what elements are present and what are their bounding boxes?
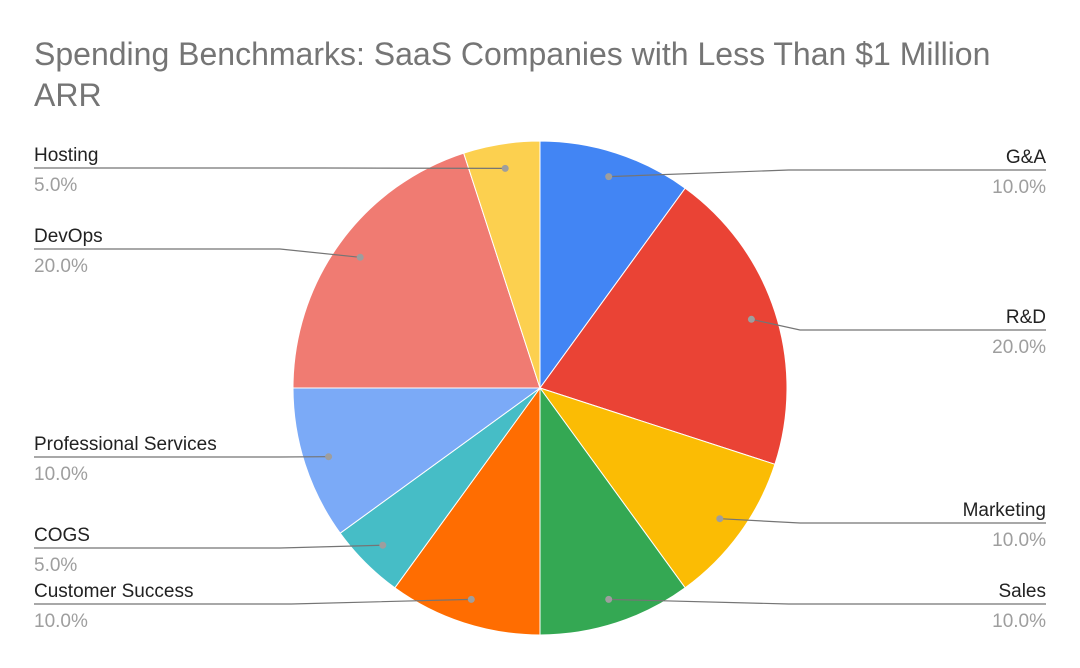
slice-label-devops: DevOps <box>34 226 103 247</box>
slice-value-marketing: 10.0% <box>992 530 1046 551</box>
pie-slice-sales <box>539 386 686 636</box>
slice-label-cogs: COGS <box>34 525 90 546</box>
leader-dot-r-d <box>747 315 755 323</box>
leader-dot-g-a <box>605 173 613 181</box>
slice-value-hosting: 5.0% <box>34 175 77 196</box>
leader-line-sales <box>608 598 1046 605</box>
pie-slice-professional-services <box>292 387 542 534</box>
slice-value-sales: 10.0% <box>992 611 1046 632</box>
slice-label-customer-success: Customer Success <box>34 581 193 602</box>
slice-value-professional-services: 10.0% <box>34 464 88 485</box>
leader-line-r-d <box>751 318 1046 331</box>
slice-value-cogs: 5.0% <box>34 555 77 576</box>
pie-slices <box>292 140 788 636</box>
leader-lines <box>34 164 1046 605</box>
leader-dot-cogs <box>379 541 387 549</box>
leader-line-g-a <box>608 169 1046 178</box>
slice-label-professional-services: Professional Services <box>34 434 217 455</box>
slice-value-g-a: 10.0% <box>992 177 1046 198</box>
leader-dot-customer-success <box>467 595 475 603</box>
slice-labels: G&A 10.0% R&D 20.0% Marketing 10.0% Sales 10.0%… <box>34 145 1046 632</box>
slice-value-devops: 20.0% <box>34 256 88 277</box>
leader-dot-devops <box>356 253 364 261</box>
slice-label-hosting: Hosting <box>34 145 98 166</box>
slice-value-r-d: 20.0% <box>992 337 1046 358</box>
pie-slice-hosting <box>463 140 541 389</box>
pie-slice-r-d <box>539 187 788 465</box>
leader-dot-marketing <box>716 515 724 523</box>
leader-dot-sales <box>605 595 613 603</box>
leader-line-devops <box>34 248 361 258</box>
leader-dot-professional-services <box>325 453 333 461</box>
pie-slice-customer-success <box>394 386 541 636</box>
leader-dot-hosting <box>501 164 509 172</box>
chart-title: Spending Benchmarks: SaaS Companies with… <box>34 36 991 113</box>
leader-line-cogs <box>34 544 383 549</box>
slice-label-r-d: R&D <box>1006 307 1046 328</box>
slice-label-g-a: G&A <box>1006 147 1046 168</box>
slice-value-customer-success: 10.0% <box>34 611 88 632</box>
leader-line-customer-success <box>34 598 472 605</box>
pie-slice-marketing <box>538 387 776 589</box>
pie-slice-g-a <box>539 140 686 390</box>
slice-label-sales: Sales <box>998 581 1046 602</box>
pie-slice-devops <box>292 152 541 389</box>
leader-line-marketing <box>719 518 1046 524</box>
slice-label-marketing: Marketing <box>963 500 1046 521</box>
